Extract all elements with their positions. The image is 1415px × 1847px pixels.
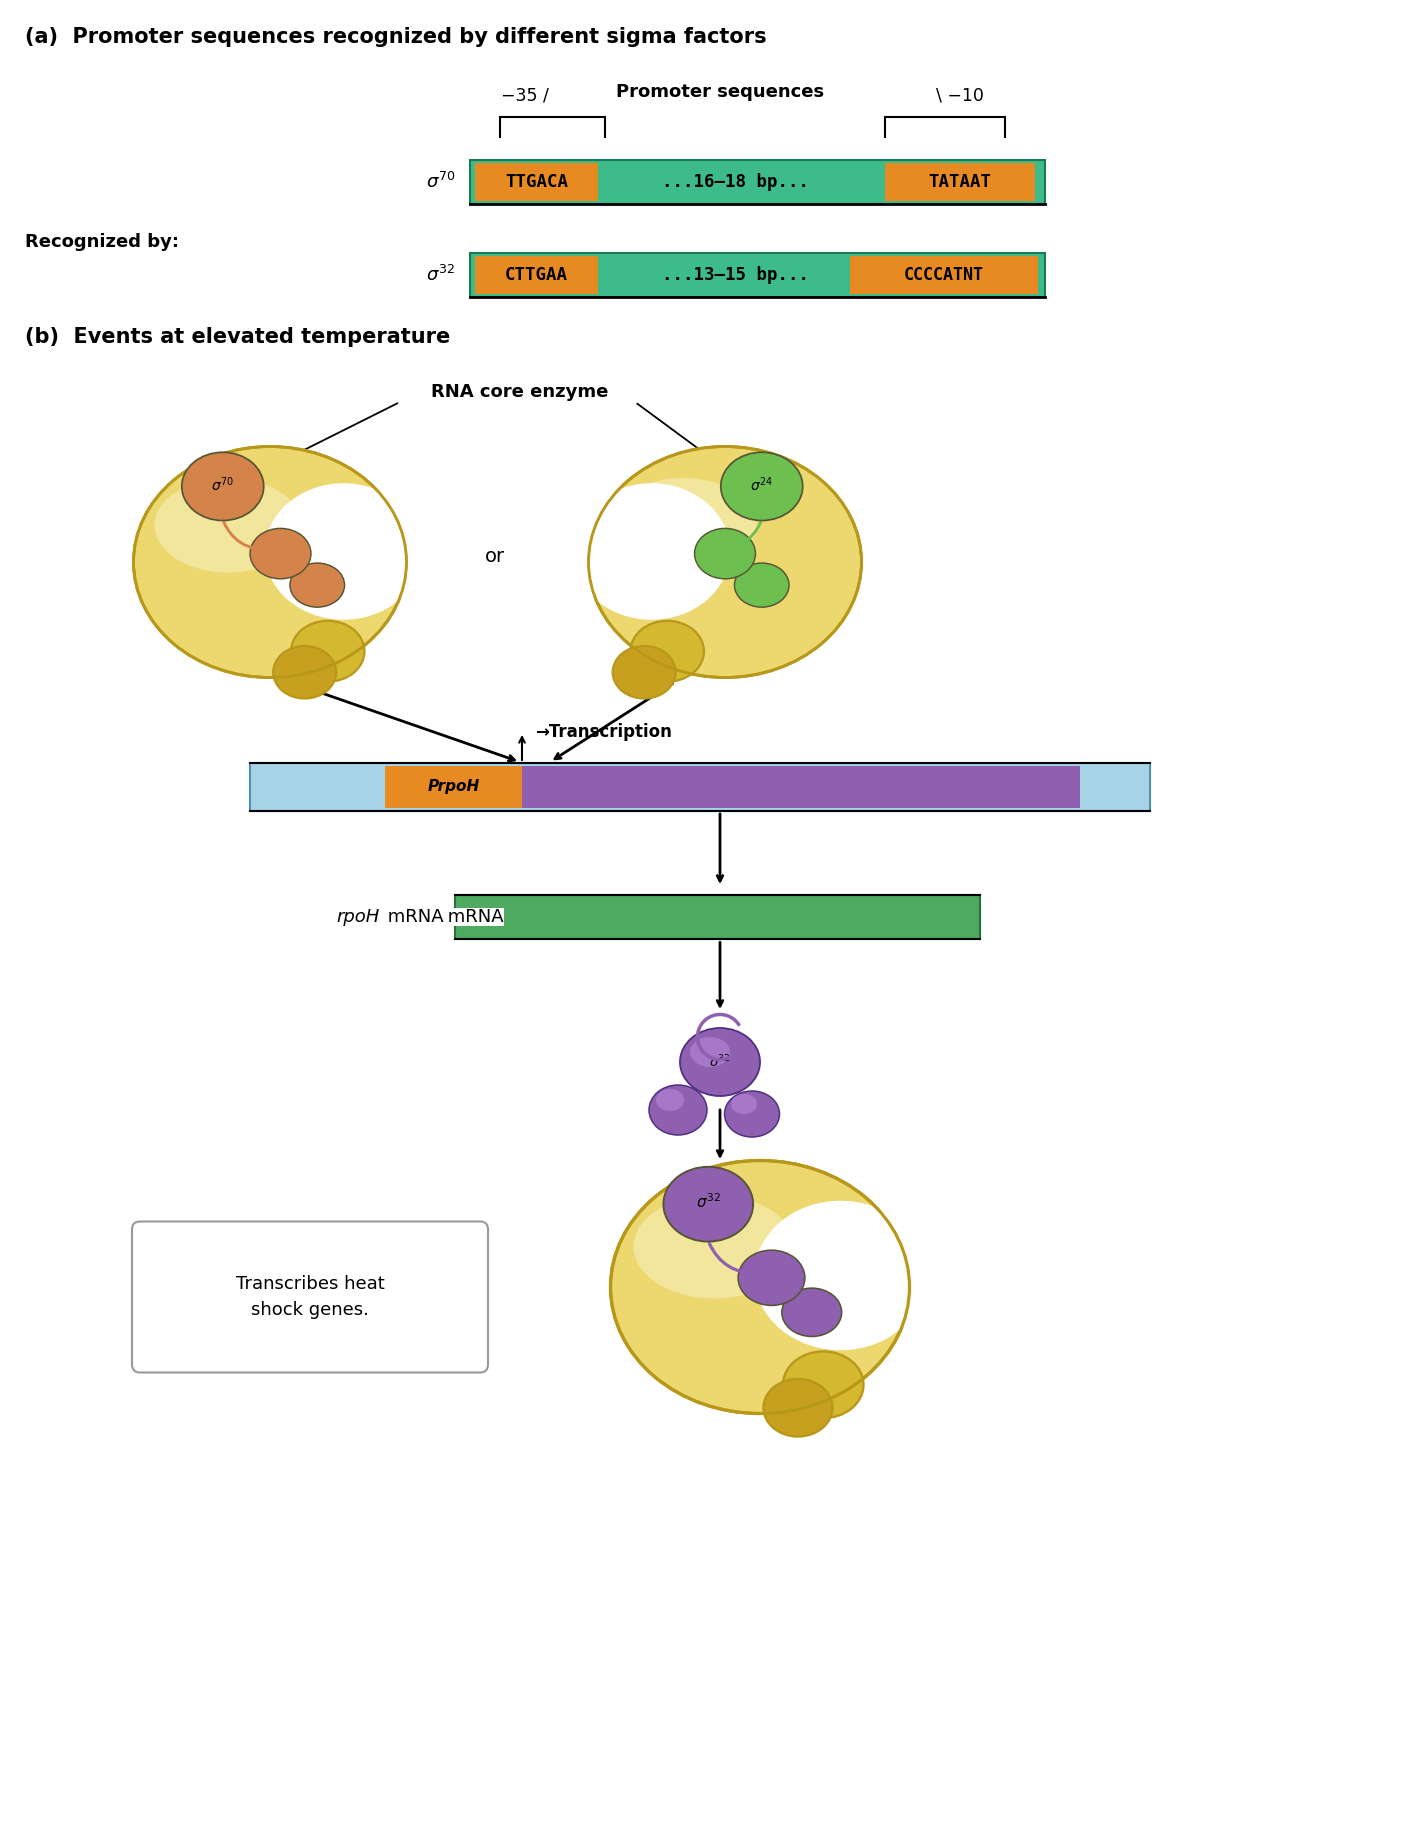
Ellipse shape bbox=[739, 1250, 805, 1306]
Ellipse shape bbox=[133, 447, 406, 678]
Text: $\sigma^{70}$: $\sigma^{70}$ bbox=[426, 172, 456, 192]
Text: rpoH: rpoH bbox=[396, 909, 440, 925]
Ellipse shape bbox=[764, 1380, 832, 1437]
Ellipse shape bbox=[613, 646, 675, 698]
Ellipse shape bbox=[634, 1195, 794, 1298]
Ellipse shape bbox=[720, 453, 802, 521]
Text: (b)  Events at elevated temperature: (b) Events at elevated temperature bbox=[25, 327, 450, 347]
Text: $\sigma^{24}$: $\sigma^{24}$ bbox=[750, 475, 774, 493]
Text: Recognized by:: Recognized by: bbox=[25, 233, 180, 251]
Ellipse shape bbox=[691, 1036, 730, 1068]
Ellipse shape bbox=[631, 621, 705, 682]
Ellipse shape bbox=[782, 1352, 863, 1418]
Ellipse shape bbox=[250, 528, 311, 578]
Ellipse shape bbox=[273, 646, 337, 698]
Bar bbox=[250, 763, 1150, 811]
Ellipse shape bbox=[724, 1092, 780, 1138]
Ellipse shape bbox=[734, 563, 790, 608]
Ellipse shape bbox=[265, 484, 422, 621]
Ellipse shape bbox=[681, 1029, 760, 1095]
Bar bbox=[385, 767, 522, 807]
Text: CCCCATNT: CCCCATNT bbox=[904, 266, 983, 284]
Text: $\sigma^{32}$: $\sigma^{32}$ bbox=[709, 1053, 732, 1069]
Bar bbox=[470, 253, 1046, 297]
Bar bbox=[884, 163, 1034, 201]
Ellipse shape bbox=[181, 453, 263, 521]
Bar bbox=[456, 894, 981, 940]
Ellipse shape bbox=[610, 1160, 910, 1413]
Bar bbox=[475, 257, 599, 294]
Text: rpoH: rpoH bbox=[337, 909, 381, 925]
Text: TATAAT: TATAAT bbox=[928, 174, 992, 190]
Text: −35 /: −35 / bbox=[501, 87, 549, 105]
Ellipse shape bbox=[664, 1167, 753, 1241]
Ellipse shape bbox=[649, 1084, 708, 1136]
Bar bbox=[475, 163, 599, 201]
Text: $\sigma^{70}$: $\sigma^{70}$ bbox=[211, 475, 235, 493]
Text: or: or bbox=[485, 547, 505, 567]
Text: mRNA: mRNA bbox=[382, 909, 444, 925]
Ellipse shape bbox=[732, 1093, 757, 1114]
Ellipse shape bbox=[290, 563, 344, 608]
Bar bbox=[850, 257, 1039, 294]
Text: PrpoH: PrpoH bbox=[427, 779, 480, 794]
Text: $\sigma^{32}$: $\sigma^{32}$ bbox=[696, 1193, 720, 1212]
Ellipse shape bbox=[154, 478, 301, 573]
Text: CTTGAA: CTTGAA bbox=[505, 266, 567, 284]
Text: ...13–15 bp...: ...13–15 bp... bbox=[661, 266, 808, 284]
Text: $\sigma^{32}$: $\sigma^{32}$ bbox=[426, 264, 456, 284]
Text: mRNA: mRNA bbox=[441, 909, 504, 925]
Ellipse shape bbox=[754, 1201, 927, 1350]
Text: Transcribes heat
shock genes.: Transcribes heat shock genes. bbox=[236, 1274, 385, 1319]
Bar bbox=[470, 161, 1046, 203]
Text: rpoH: rpoH bbox=[396, 909, 440, 925]
Ellipse shape bbox=[573, 484, 730, 621]
Text: rpoH: rpoH bbox=[396, 909, 440, 925]
Text: Promoter sequences: Promoter sequences bbox=[616, 83, 824, 102]
Ellipse shape bbox=[657, 1090, 683, 1112]
FancyBboxPatch shape bbox=[132, 1221, 488, 1372]
Text: RNA core enzyme: RNA core enzyme bbox=[432, 382, 608, 401]
Text: \ −10: \ −10 bbox=[937, 87, 983, 105]
Text: ...16–18 bp...: ...16–18 bp... bbox=[661, 174, 808, 190]
Ellipse shape bbox=[782, 1287, 842, 1337]
Ellipse shape bbox=[610, 478, 757, 573]
Text: (a)  Promoter sequences recognized by different sigma factors: (a) Promoter sequences recognized by dif… bbox=[25, 28, 767, 46]
Bar bbox=[519, 767, 1080, 807]
Ellipse shape bbox=[589, 447, 862, 678]
Ellipse shape bbox=[695, 528, 756, 578]
Ellipse shape bbox=[291, 621, 365, 682]
Text: TTGACA: TTGACA bbox=[505, 174, 567, 190]
Text: →Transcription: →Transcription bbox=[535, 722, 672, 741]
